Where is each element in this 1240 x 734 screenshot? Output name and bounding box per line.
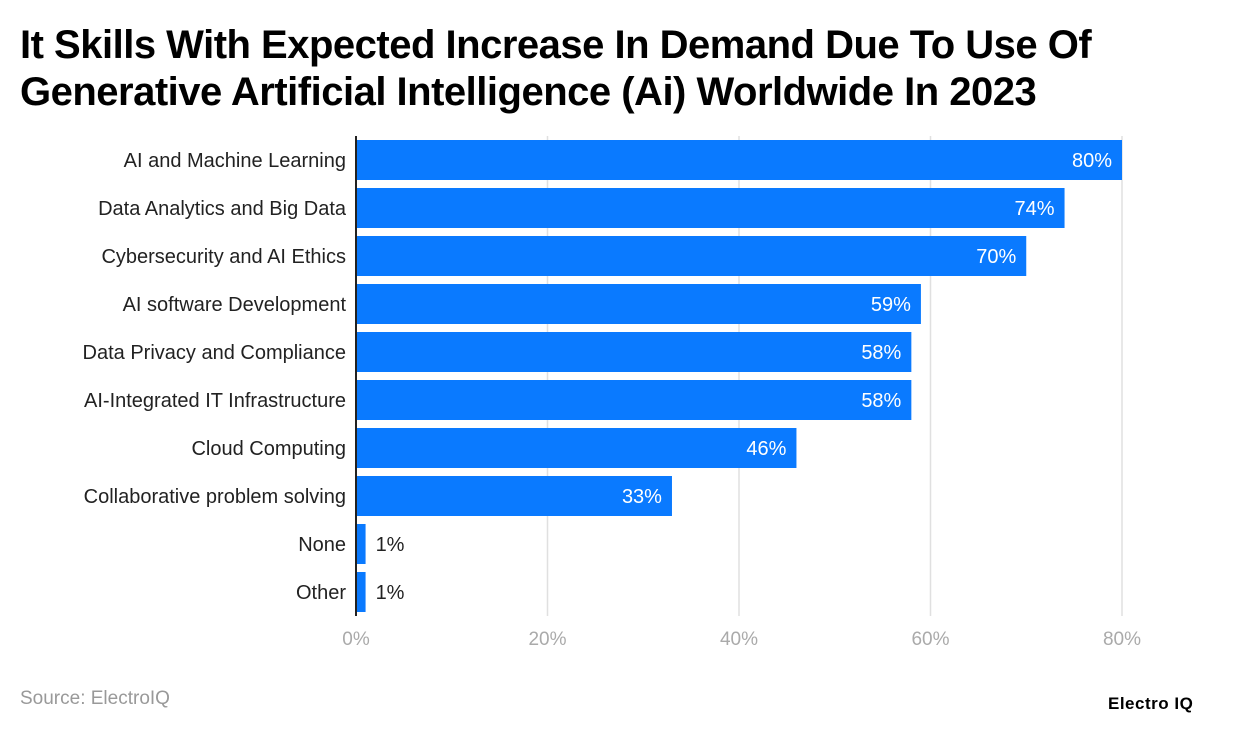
data-label: 59% [871, 294, 911, 316]
category-label: Data Analytics and Big Data [98, 198, 347, 220]
category-label: Cybersecurity and AI Ethics [101, 246, 346, 268]
bar [356, 284, 921, 324]
source-note: Source: ElectroIQ [20, 688, 170, 709]
bar [356, 332, 912, 372]
data-label: 1% [376, 534, 405, 556]
x-tick-label: 60% [911, 629, 949, 650]
data-label: 46% [746, 438, 786, 460]
chart-title: It Skills With Expected Increase In Dema… [20, 23, 1092, 114]
data-label: 70% [976, 246, 1016, 268]
bar [356, 140, 1122, 180]
x-tick-label: 20% [528, 629, 566, 650]
data-label: 74% [1015, 198, 1055, 220]
electroiq-logo: Electro IQ [1108, 694, 1194, 713]
data-label: 58% [861, 390, 901, 412]
category-label: Collaborative problem solving [84, 486, 346, 508]
category-label: AI-Integrated IT Infrastructure [84, 390, 346, 412]
data-label: 33% [622, 486, 662, 508]
category-label: AI and Machine Learning [124, 150, 346, 172]
data-label: 80% [1072, 150, 1112, 172]
bar [356, 476, 672, 516]
x-tick-label: 80% [1103, 629, 1141, 650]
category-label: Cloud Computing [191, 438, 346, 460]
bar [356, 428, 797, 468]
category-label: Other [296, 582, 346, 604]
category-label: Data Privacy and Compliance [83, 342, 346, 364]
bar [356, 524, 366, 564]
bar [356, 236, 1027, 276]
data-label: 58% [861, 342, 901, 364]
x-tick-label: 40% [720, 629, 758, 650]
bar [356, 188, 1065, 228]
category-label: AI software Development [123, 294, 347, 316]
bar [356, 380, 912, 420]
data-label: 1% [376, 582, 405, 604]
category-label: None [298, 534, 346, 556]
bar [356, 572, 366, 612]
x-tick-label: 0% [342, 629, 370, 650]
